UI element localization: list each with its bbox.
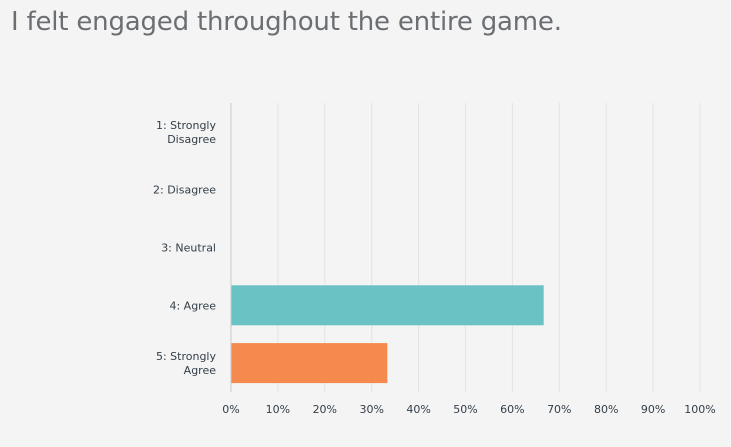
- category-label: 4: Agree: [169, 299, 216, 312]
- category-label-line: 3: Neutral: [161, 242, 216, 255]
- bar-4: [231, 285, 544, 326]
- category-label: 3: Neutral: [161, 242, 216, 255]
- category-label: 5: Strongly Agree: [156, 350, 217, 377]
- category-label-line: 1: Strongly: [156, 119, 217, 132]
- gridlines: [277, 103, 701, 392]
- bars: [231, 285, 544, 384]
- x-tick-labels: 0% 10% 20% 30% 40% 50% 60% 70% 80% 90% 100%: [222, 403, 715, 416]
- x-tick-label: 0%: [222, 403, 239, 416]
- x-tick-label: 90%: [641, 403, 665, 416]
- category-label-line: 4: Agree: [169, 299, 216, 312]
- x-tick-label: 70%: [547, 403, 571, 416]
- x-tick-label: 10%: [266, 403, 290, 416]
- category-label-line: Agree: [184, 364, 217, 377]
- x-tick-label: 40%: [406, 403, 430, 416]
- category-label-line: 5: Strongly: [156, 350, 217, 363]
- category-label-line: 2: Disagree: [153, 184, 216, 197]
- x-tick-label: 60%: [500, 403, 524, 416]
- category-label: 2: Disagree: [153, 184, 216, 197]
- x-tick-label: 80%: [594, 403, 618, 416]
- x-tick-label: 30%: [359, 403, 383, 416]
- x-tick-label: 20%: [313, 403, 337, 416]
- x-tick-label: 50%: [453, 403, 477, 416]
- x-tick-label: 100%: [684, 403, 715, 416]
- question-title: I felt engaged throughout the entire gam…: [11, 7, 562, 37]
- category-labels: 1: Strongly Disagree 2: Disagree 3: Neutral…: [153, 119, 216, 377]
- category-label-line: Disagree: [167, 133, 216, 146]
- bar-5: [231, 343, 388, 384]
- category-label: 1: Strongly Disagree: [156, 119, 217, 146]
